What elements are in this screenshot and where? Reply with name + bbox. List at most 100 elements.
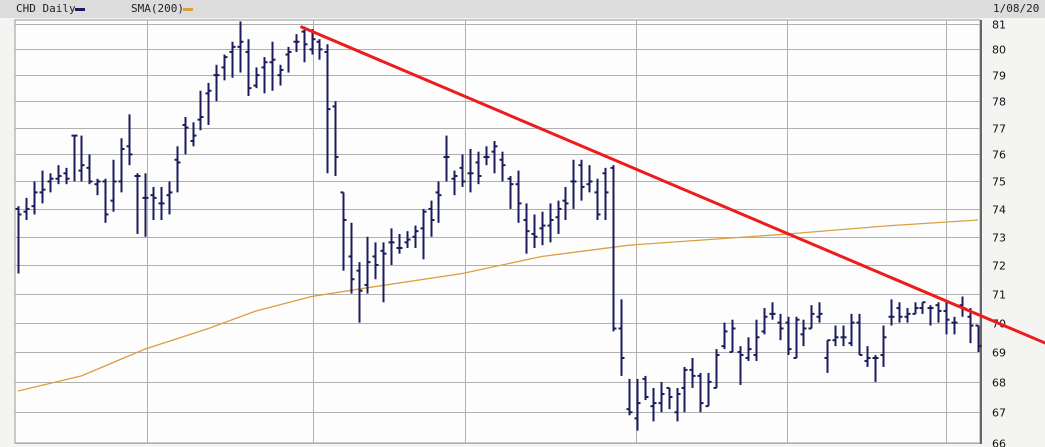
ohlc-bar <box>110 159 117 212</box>
ohlc-bar <box>515 170 522 223</box>
ohlc-bar <box>864 346 871 367</box>
ohlc-bar <box>919 301 926 314</box>
sma-legend-label: SMA(200) <box>131 2 184 15</box>
y-tick-label: 81 <box>992 19 1006 32</box>
ohlc-bar <box>808 305 815 330</box>
ohlc-bar <box>967 308 974 344</box>
ohlc-bar <box>483 146 490 166</box>
y-tick-label: 72 <box>992 260 1006 273</box>
ohlc-bar <box>182 117 189 155</box>
sma-legend-swatch <box>183 8 193 11</box>
ohlc-bar <box>348 222 355 294</box>
ohlc-bar <box>190 122 197 147</box>
ohlc-bar <box>674 387 681 422</box>
ohlc-bar <box>523 203 530 254</box>
chart-date: 1/08/20 <box>993 2 1040 15</box>
ohlc-bar <box>800 319 807 347</box>
ohlc-bar <box>459 154 466 187</box>
ohlc-bar <box>729 319 736 354</box>
ohlc-bar <box>697 372 704 413</box>
ohlc-bar <box>420 208 427 260</box>
ohlc-bar <box>301 26 308 63</box>
y-tick-label: 80 <box>992 44 1006 57</box>
ohlc-bar <box>713 349 720 389</box>
ohlc-bar <box>475 151 482 185</box>
ohlc-bar <box>499 151 506 182</box>
ohlc-bar <box>213 64 220 102</box>
ohlc-bar <box>912 302 919 315</box>
ohlc-bar <box>443 135 450 182</box>
ohlc-bar <box>880 325 887 367</box>
ohlc-bar <box>356 262 363 323</box>
ohlc-bar <box>324 44 331 174</box>
ohlc-bar <box>848 313 855 347</box>
ohlc-bar <box>785 316 792 356</box>
ohlc-bar <box>816 302 823 323</box>
ohlc-bar <box>491 140 498 174</box>
symbol-legend-label: CHD Daily <box>16 2 76 15</box>
ohlc-bar <box>531 214 538 248</box>
ohlc-bar <box>388 228 395 265</box>
ohlc-bar <box>23 197 30 221</box>
ohlc-bar <box>174 146 181 193</box>
ohlc-bar <box>293 34 300 52</box>
ohlc-bar <box>142 173 149 237</box>
ohlc-bar <box>364 236 371 294</box>
ohlc-bar <box>856 313 863 357</box>
ohlc-bar <box>15 206 22 274</box>
ohlc-bar <box>134 173 141 234</box>
y-tick-label: 75 <box>992 176 1006 189</box>
ohlc-bar <box>951 316 958 335</box>
ohlc-bar <box>412 225 419 248</box>
ohlc-bar <box>562 186 569 221</box>
ohlc-bar <box>253 67 260 89</box>
ohlc-bar <box>78 135 85 182</box>
ohlc-bar <box>237 21 244 73</box>
y-tick-label: 66 <box>992 438 1006 447</box>
ohlc-bar <box>86 154 93 185</box>
ohlc-bar <box>285 46 292 73</box>
ohlc-bar <box>372 242 379 280</box>
ohlc-bar <box>721 322 728 350</box>
ohlc-bar <box>197 90 204 131</box>
ohlc-bar <box>269 41 276 91</box>
ohlc-bar <box>467 148 474 193</box>
ohlc-bar <box>380 242 387 303</box>
ohlc-bar <box>705 372 712 408</box>
y-tick-label: 68 <box>992 377 1006 390</box>
ohlc-bar <box>205 82 212 125</box>
ohlc-bar <box>396 233 403 254</box>
y-tick-label: 77 <box>992 123 1006 136</box>
ohlc-bar <box>221 54 228 81</box>
ohlc-bar <box>927 305 934 326</box>
ohlc-bar <box>277 64 284 86</box>
plot-area <box>14 19 981 444</box>
ohlc-bar <box>618 299 625 376</box>
ohlc-bar <box>666 386 673 410</box>
ohlc-bar <box>610 165 617 332</box>
ohlc-bar <box>935 302 942 323</box>
chart-header: CHD Daily SMA(200) 1/08/20 <box>0 0 1045 18</box>
ohlc-bar <box>428 200 435 237</box>
ohlc-bar <box>118 138 125 193</box>
ohlc-bar <box>737 346 744 385</box>
ohlc-bar <box>745 337 752 361</box>
y-tick-label: 71 <box>992 289 1006 302</box>
ohlc-bar <box>943 302 950 335</box>
ohlc-bar <box>650 387 657 422</box>
ohlc-bar <box>904 308 911 323</box>
ohlc-bar <box>158 186 165 221</box>
y-tick-label: 74 <box>992 204 1006 217</box>
ohlc-bar <box>761 308 768 335</box>
price-legend-swatch <box>75 8 85 11</box>
ohlc-bar <box>404 231 411 248</box>
ohlc-bar <box>150 186 157 221</box>
ohlc-bar <box>689 357 696 388</box>
y-tick-label: 78 <box>992 96 1006 109</box>
ohlc-bar <box>681 366 688 413</box>
ohlc-bar <box>570 159 577 209</box>
ohlc-bar <box>626 378 633 416</box>
ohlc-bar <box>451 170 458 196</box>
ohlc-bar <box>71 134 78 182</box>
